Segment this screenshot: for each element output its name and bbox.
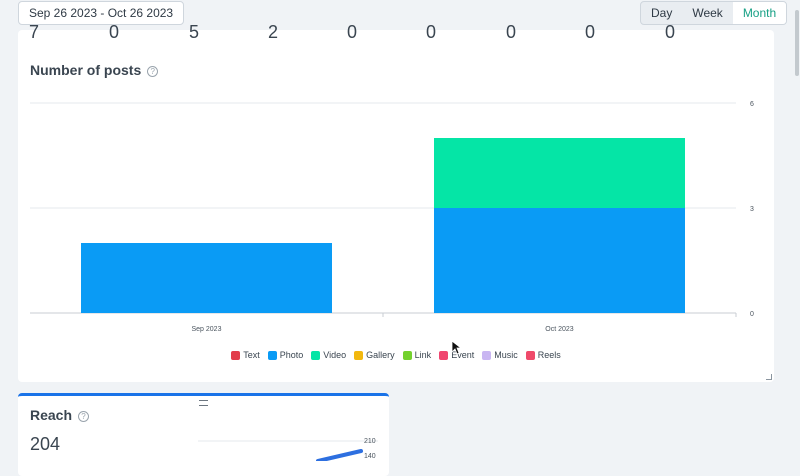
legend-item-video[interactable]: Video (311, 350, 346, 360)
legend-item-music[interactable]: Music (482, 350, 518, 360)
bar-photo (81, 243, 332, 313)
legend-label: Text (243, 350, 260, 360)
legend-label: Reels (537, 350, 561, 360)
legend-item-text[interactable]: Text (231, 350, 260, 360)
scrollbar-thumb[interactable] (795, 10, 799, 76)
y-tick-label: 0 (750, 311, 754, 318)
legend-swatch (482, 350, 492, 360)
mini-chart-line (316, 449, 363, 461)
mini-chart-tick-label: 140 (364, 453, 376, 460)
help-icon[interactable]: ? (78, 410, 90, 422)
legend-item-event[interactable]: Event (439, 350, 474, 360)
legend-swatch (311, 350, 321, 360)
y-tick-label: 3 (750, 206, 754, 213)
stat-value: 0 (664, 22, 676, 42)
legend-item-gallery[interactable]: Gallery (354, 350, 395, 360)
x-tick-label: Oct 2023 (545, 326, 574, 333)
legend-swatch (267, 350, 277, 360)
period-toggle: Day Week Month (640, 1, 788, 25)
stat-value: 2 (267, 22, 279, 42)
stat-value: 0 (425, 22, 437, 42)
stat-value: 0 (108, 22, 120, 42)
bar-photo (434, 208, 685, 313)
stat-value: 0 (505, 22, 517, 42)
stat-value: 0 (584, 22, 596, 42)
stat-value: 0 (346, 22, 358, 42)
stat-value: 5 (188, 22, 200, 42)
x-tick-label: Sep 2023 (192, 326, 222, 333)
legend-label: Gallery (366, 350, 395, 360)
legend-label: Photo (279, 350, 304, 360)
legend-label: Video (323, 350, 347, 360)
legend-swatch (439, 350, 449, 360)
posts-card: 7 0 5 2 0 0 0 0 0 Number of posts? 6 3 0 Se… (18, 22, 774, 382)
y-tick-label: 6 (750, 101, 754, 108)
drag-handle-icon[interactable] (199, 400, 208, 406)
legend-label: Link (414, 350, 432, 360)
reach-card-title-text: Reach (30, 407, 73, 423)
legend-label: Music (494, 350, 518, 360)
help-icon[interactable]: ? (147, 65, 159, 77)
stats-row: 7 0 5 2 0 0 0 0 0 (18, 22, 774, 42)
date-range-picker[interactable]: Sep 26 2023 - Oct 26 2023 (18, 1, 185, 25)
stat-value: 7 (28, 22, 40, 42)
legend-swatch (402, 350, 412, 360)
chart-legend: Text Photo Video Gallery Link Event Music Reels (18, 350, 774, 360)
mini-chart-tick-label: 210 (364, 438, 376, 445)
reach-value: 204 (30, 434, 61, 454)
legend-item-reels[interactable]: Reels (525, 350, 561, 360)
mouse-cursor-icon (451, 340, 461, 355)
legend-label: Event (451, 350, 475, 360)
reach-mini-chart: 210 140 (198, 438, 378, 461)
legend-swatch (231, 350, 241, 360)
bar-video (434, 138, 685, 208)
legend-item-link[interactable]: Link (402, 350, 432, 360)
posts-card-title: Number of posts? (30, 62, 159, 78)
resize-handle-icon[interactable] (766, 374, 772, 380)
legend-swatch (354, 350, 364, 360)
posts-card-title-text: Number of posts (30, 62, 142, 78)
reach-card-title: Reach? (30, 407, 90, 423)
posts-chart: 6 3 0 Sep 2023 Oct 2023 (30, 101, 754, 333)
legend-swatch (525, 350, 535, 360)
legend-item-photo[interactable]: Photo (267, 350, 304, 360)
reach-card: Reach? 204 210 140 (18, 393, 389, 476)
period-month-button[interactable]: Month (732, 2, 787, 24)
period-day-button[interactable]: Day (651, 6, 673, 20)
period-week-button[interactable]: Week (692, 6, 723, 20)
